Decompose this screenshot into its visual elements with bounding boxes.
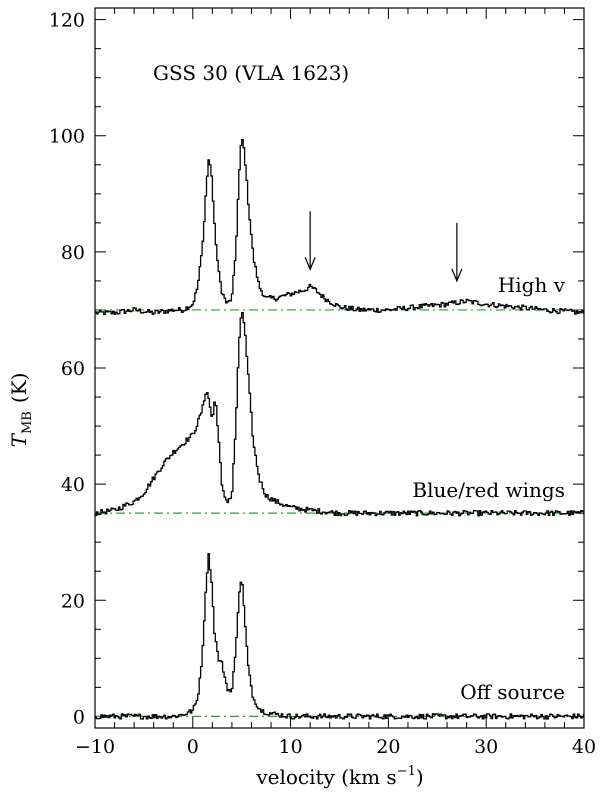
x-axis-label-main: velocity (km s <box>255 765 396 789</box>
y-tick-label: 40 <box>61 474 85 496</box>
series-lines <box>95 139 585 720</box>
series-label-high-v: High v <box>498 273 566 297</box>
y-tick-label: 0 <box>73 706 85 728</box>
y-tick-label: 20 <box>61 590 85 612</box>
x-tick-label: −10 <box>75 736 115 758</box>
arrow-head-0 <box>304 257 316 271</box>
x-axis-label-close: ) <box>416 765 424 789</box>
series-line-1 <box>95 312 585 517</box>
arrow-head-1 <box>451 268 463 283</box>
plot-frame <box>94 7 585 729</box>
y-axis-label-unit: (K) <box>7 373 31 404</box>
y-axis-label: TMB (K) <box>7 373 35 448</box>
series-line-0 <box>95 139 585 316</box>
series-label-off-source: Off source <box>460 680 565 704</box>
series-label-wings: Blue/red wings <box>412 478 565 502</box>
chart-title: GSS 30 (VLA 1623) <box>153 61 349 85</box>
axis-ticks <box>94 8 585 728</box>
x-tick-label: 10 <box>279 736 303 758</box>
x-tick-label: 20 <box>376 736 400 758</box>
y-tick-label: 80 <box>61 242 85 264</box>
x-tick-label: 0 <box>187 736 199 758</box>
x-tick-label: 30 <box>474 736 498 758</box>
y-tick-label: 120 <box>49 10 85 32</box>
x-axis-label: velocity (km s−1) <box>255 764 423 789</box>
series-line-2 <box>95 553 585 720</box>
y-tick-label: 100 <box>49 126 85 148</box>
plot-border <box>94 7 585 729</box>
x-axis-label-sup: −1 <box>397 764 416 779</box>
x-tick-label: 40 <box>572 736 596 758</box>
y-axis-label-main: T <box>7 432 31 447</box>
tick-labels: −10 0 10 20 30 40 0 20 40 60 80 100 120 <box>49 10 596 758</box>
y-tick-label: 60 <box>61 358 85 380</box>
annotation-arrows <box>304 211 463 283</box>
y-axis-label-sub: MB <box>20 411 35 434</box>
